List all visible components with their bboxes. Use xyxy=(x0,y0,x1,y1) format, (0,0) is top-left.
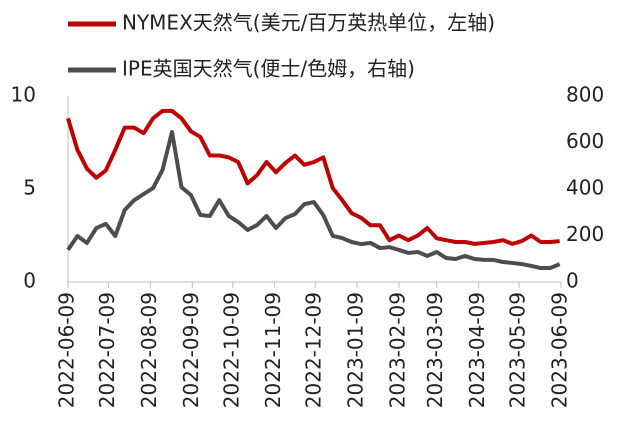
x-tick-label: 2023-05-09 xyxy=(506,292,530,408)
y-tick-label: 10 xyxy=(11,83,36,107)
y-tick-label: 5 xyxy=(23,176,36,200)
x-tick-label: 2023-06-09 xyxy=(548,292,572,408)
x-tick-label: 2022-09-09 xyxy=(179,292,203,408)
x-tick-label: 2022-06-09 xyxy=(55,292,79,408)
y2-tick-label: 600 xyxy=(566,129,604,153)
y2-tick-label: 0 xyxy=(566,269,579,293)
x-tick-label: 2023-01-09 xyxy=(344,292,368,408)
x-tick-label: 2023-02-09 xyxy=(385,292,409,408)
x-tick-label: 2022-11-09 xyxy=(261,292,285,408)
y2-tick-label: 400 xyxy=(566,176,604,200)
x-tick-label: 2022-08-09 xyxy=(137,292,161,408)
y2-tick-label: 800 xyxy=(566,83,604,107)
x-tick-label: 2022-10-09 xyxy=(219,292,243,408)
x-tick-label: 2022-07-09 xyxy=(95,292,119,408)
x-tick-label: 2022-12-09 xyxy=(302,292,326,408)
series-line xyxy=(66,108,560,246)
legend-label: NYMEX天然气(美元/百万英热单位，左轴) xyxy=(122,11,495,35)
y-tick-label: 0 xyxy=(23,269,36,293)
y2-tick-label: 200 xyxy=(566,222,604,246)
series-line xyxy=(66,130,561,271)
legend-label: IPE英国天然气(便士/色姆，右轴) xyxy=(122,57,415,81)
x-tick-label: 2023-03-09 xyxy=(423,292,447,408)
x-tick-label: 2023-04-09 xyxy=(465,292,489,408)
